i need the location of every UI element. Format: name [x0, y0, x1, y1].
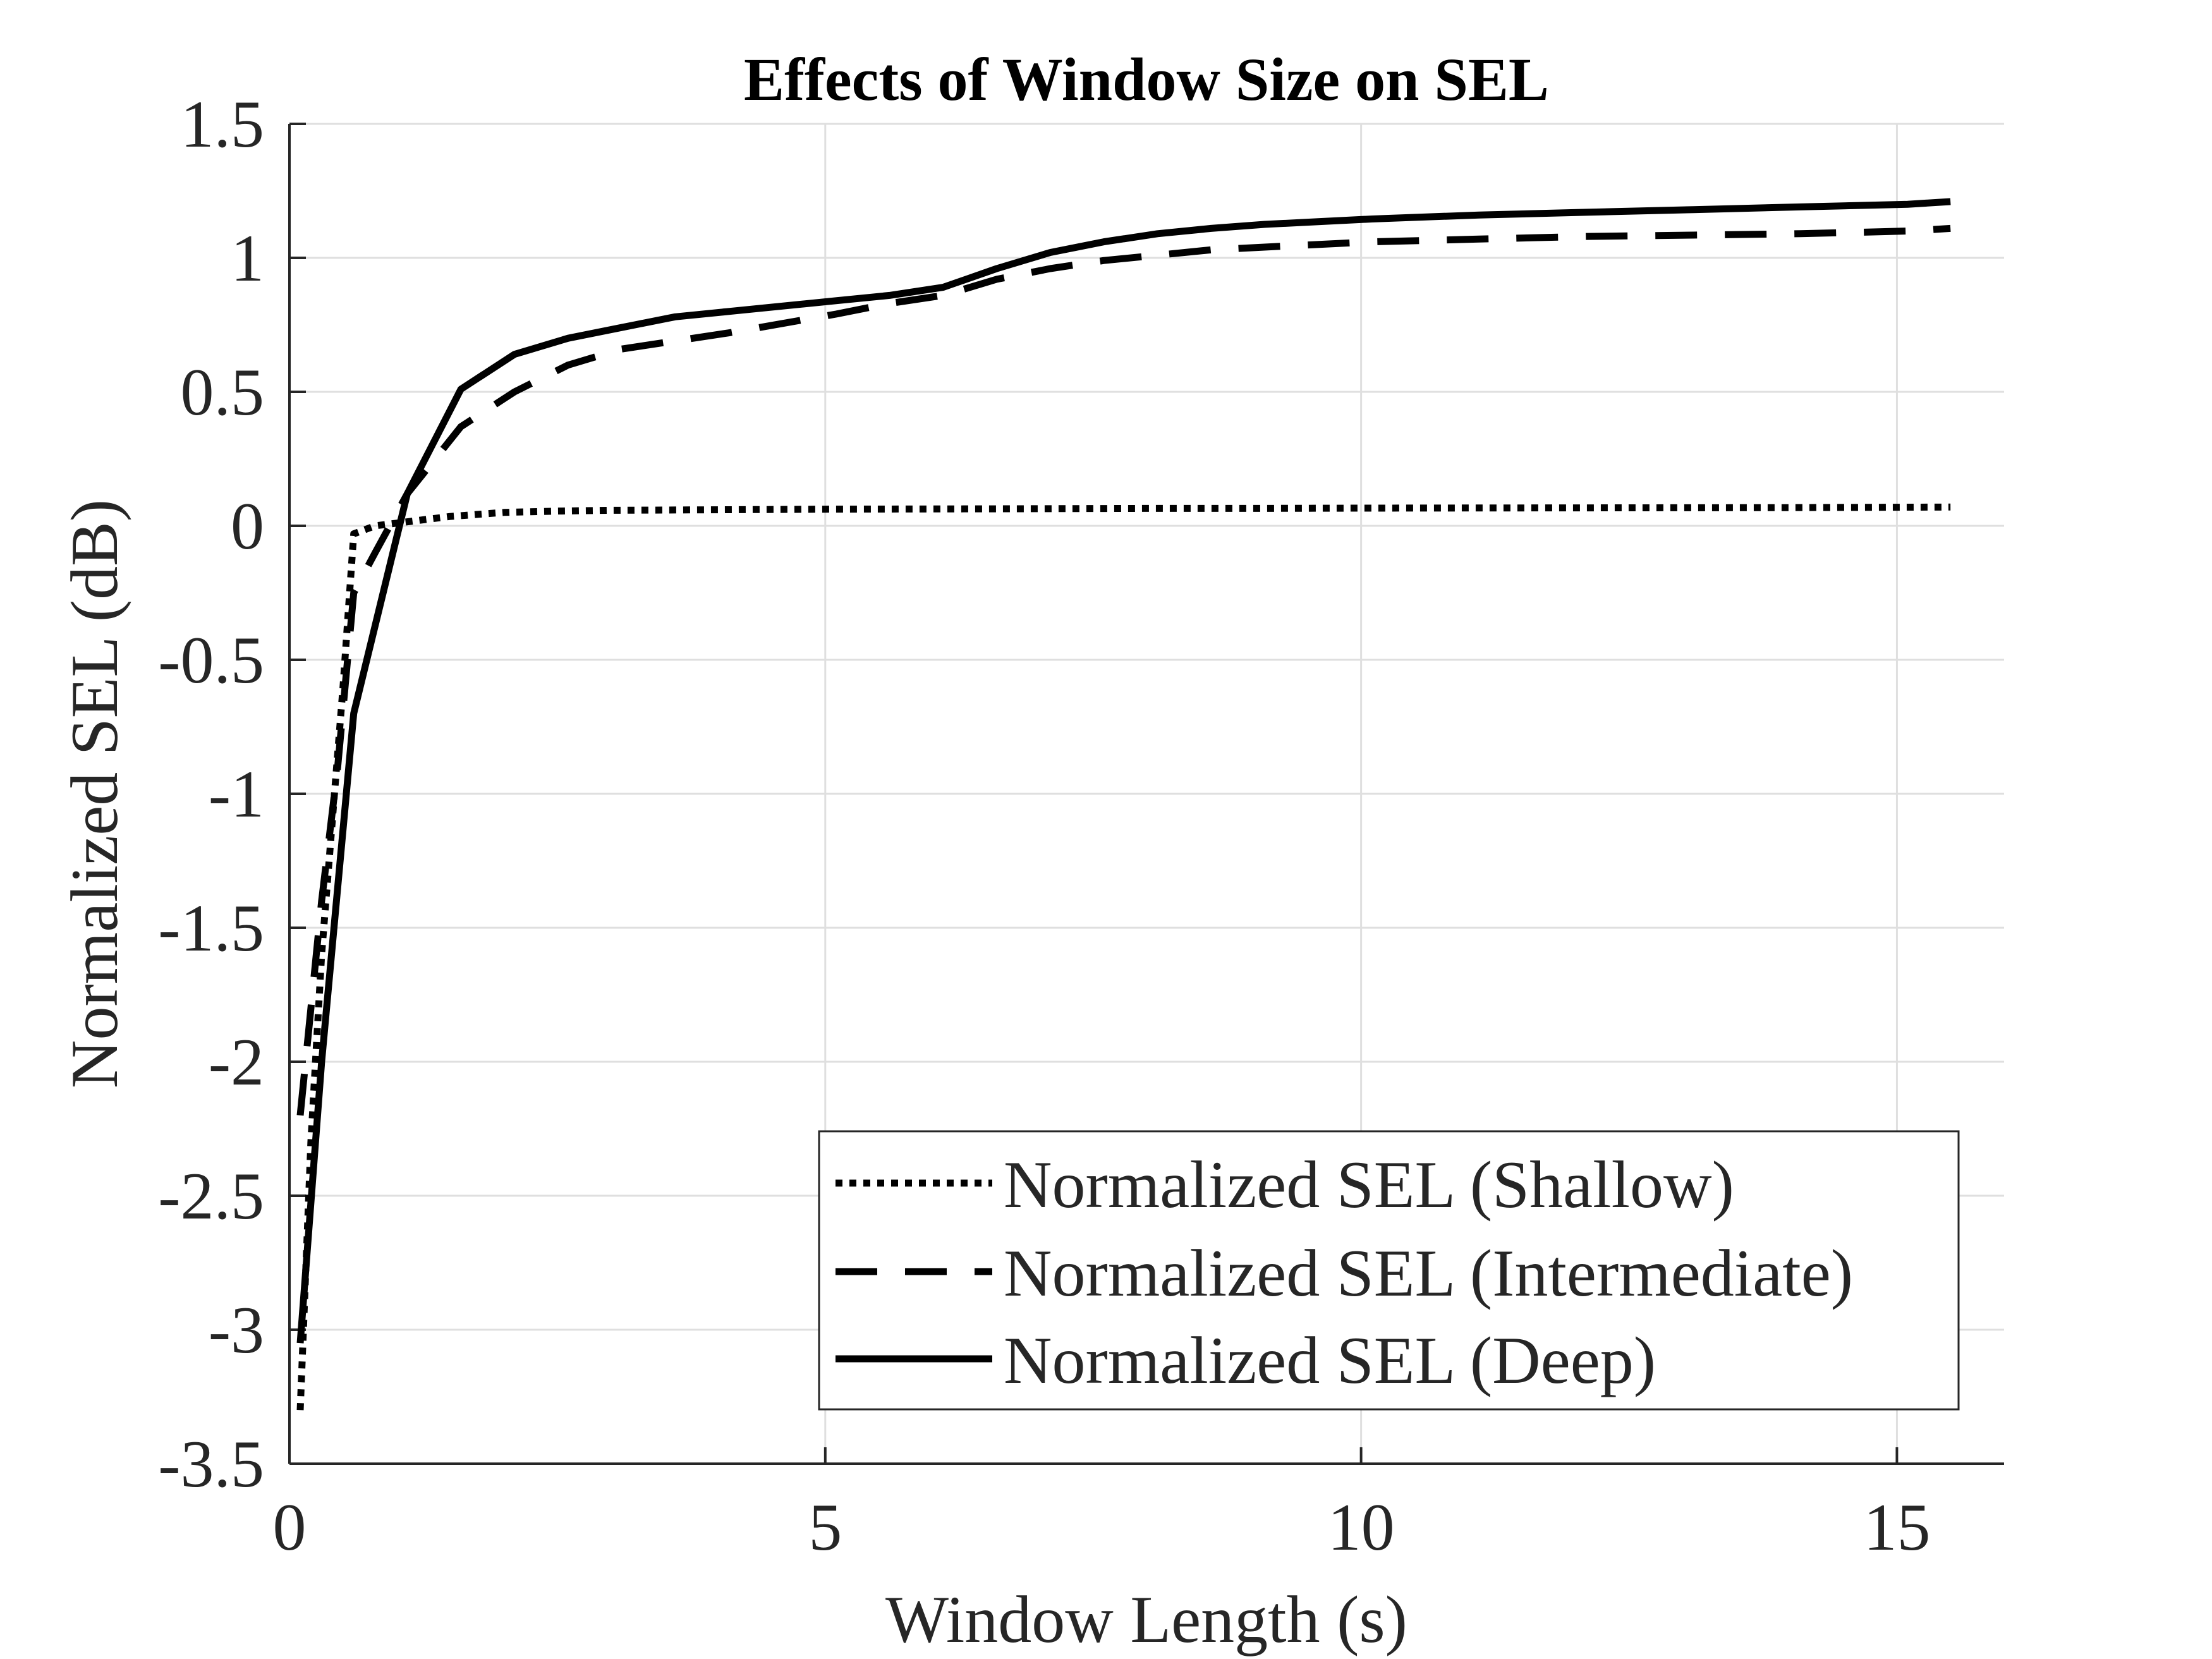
y-tick-label-0: 1.5 — [181, 87, 265, 161]
x-axis-label: Window Length (s) — [885, 1583, 1407, 1656]
y-tick-label-7: -2 — [209, 1025, 264, 1099]
y-tick-label-2: 0.5 — [181, 355, 265, 429]
y-tick-label-4: -0.5 — [158, 623, 264, 697]
y-tick-label-1: 1 — [231, 221, 264, 295]
axes — [288, 123, 2004, 1465]
y-axis-label: Normalized SEL (dB) — [58, 499, 131, 1088]
y-tick-label-9: -3 — [209, 1293, 264, 1367]
y-tick-label-8: -2.5 — [158, 1159, 264, 1233]
x-tick-label-0: 0 — [273, 1490, 307, 1564]
legend-label-intermediate: Normalized SEL (Intermediate) — [1004, 1236, 1853, 1310]
y-tick-label-10: -3.5 — [158, 1427, 264, 1501]
legend-entry-intermediate: Normalized SEL (Intermediate) — [836, 1236, 1853, 1310]
legend-entry-deep: Normalized SEL (Deep) — [836, 1323, 1656, 1397]
legend: Normalized SEL (Shallow) Normalized SEL … — [818, 1130, 1960, 1411]
x-tick-label-1: 5 — [808, 1490, 842, 1564]
y-tick-label-3: 0 — [231, 489, 264, 563]
legend-entry-shallow: Normalized SEL (Shallow) — [836, 1148, 1734, 1222]
legend-label-shallow: Normalized SEL (Shallow) — [1004, 1148, 1734, 1222]
y-tick-label-6: -1.5 — [158, 891, 264, 965]
legend-label-deep: Normalized SEL (Deep) — [1004, 1323, 1656, 1397]
legend-box — [818, 1130, 1960, 1411]
series-line-intermediate — [296, 224, 1951, 1116]
series-layer — [296, 198, 1951, 1411]
x-tick-label-3: 15 — [1863, 1490, 1930, 1564]
x-tick-label-2: 10 — [1328, 1490, 1395, 1564]
series-line-deep — [296, 198, 1951, 1344]
y-tick-label-5: -1 — [209, 757, 264, 831]
tick-labels: 0 5 10 15 1.5 1 0.5 0 -0.5 -1 -1.5 -2 -2.5 -3 -3.5 — [158, 87, 1930, 1564]
chart-title: Effects of Window Size on SEL — [744, 46, 1549, 113]
grid — [288, 123, 2004, 1465]
